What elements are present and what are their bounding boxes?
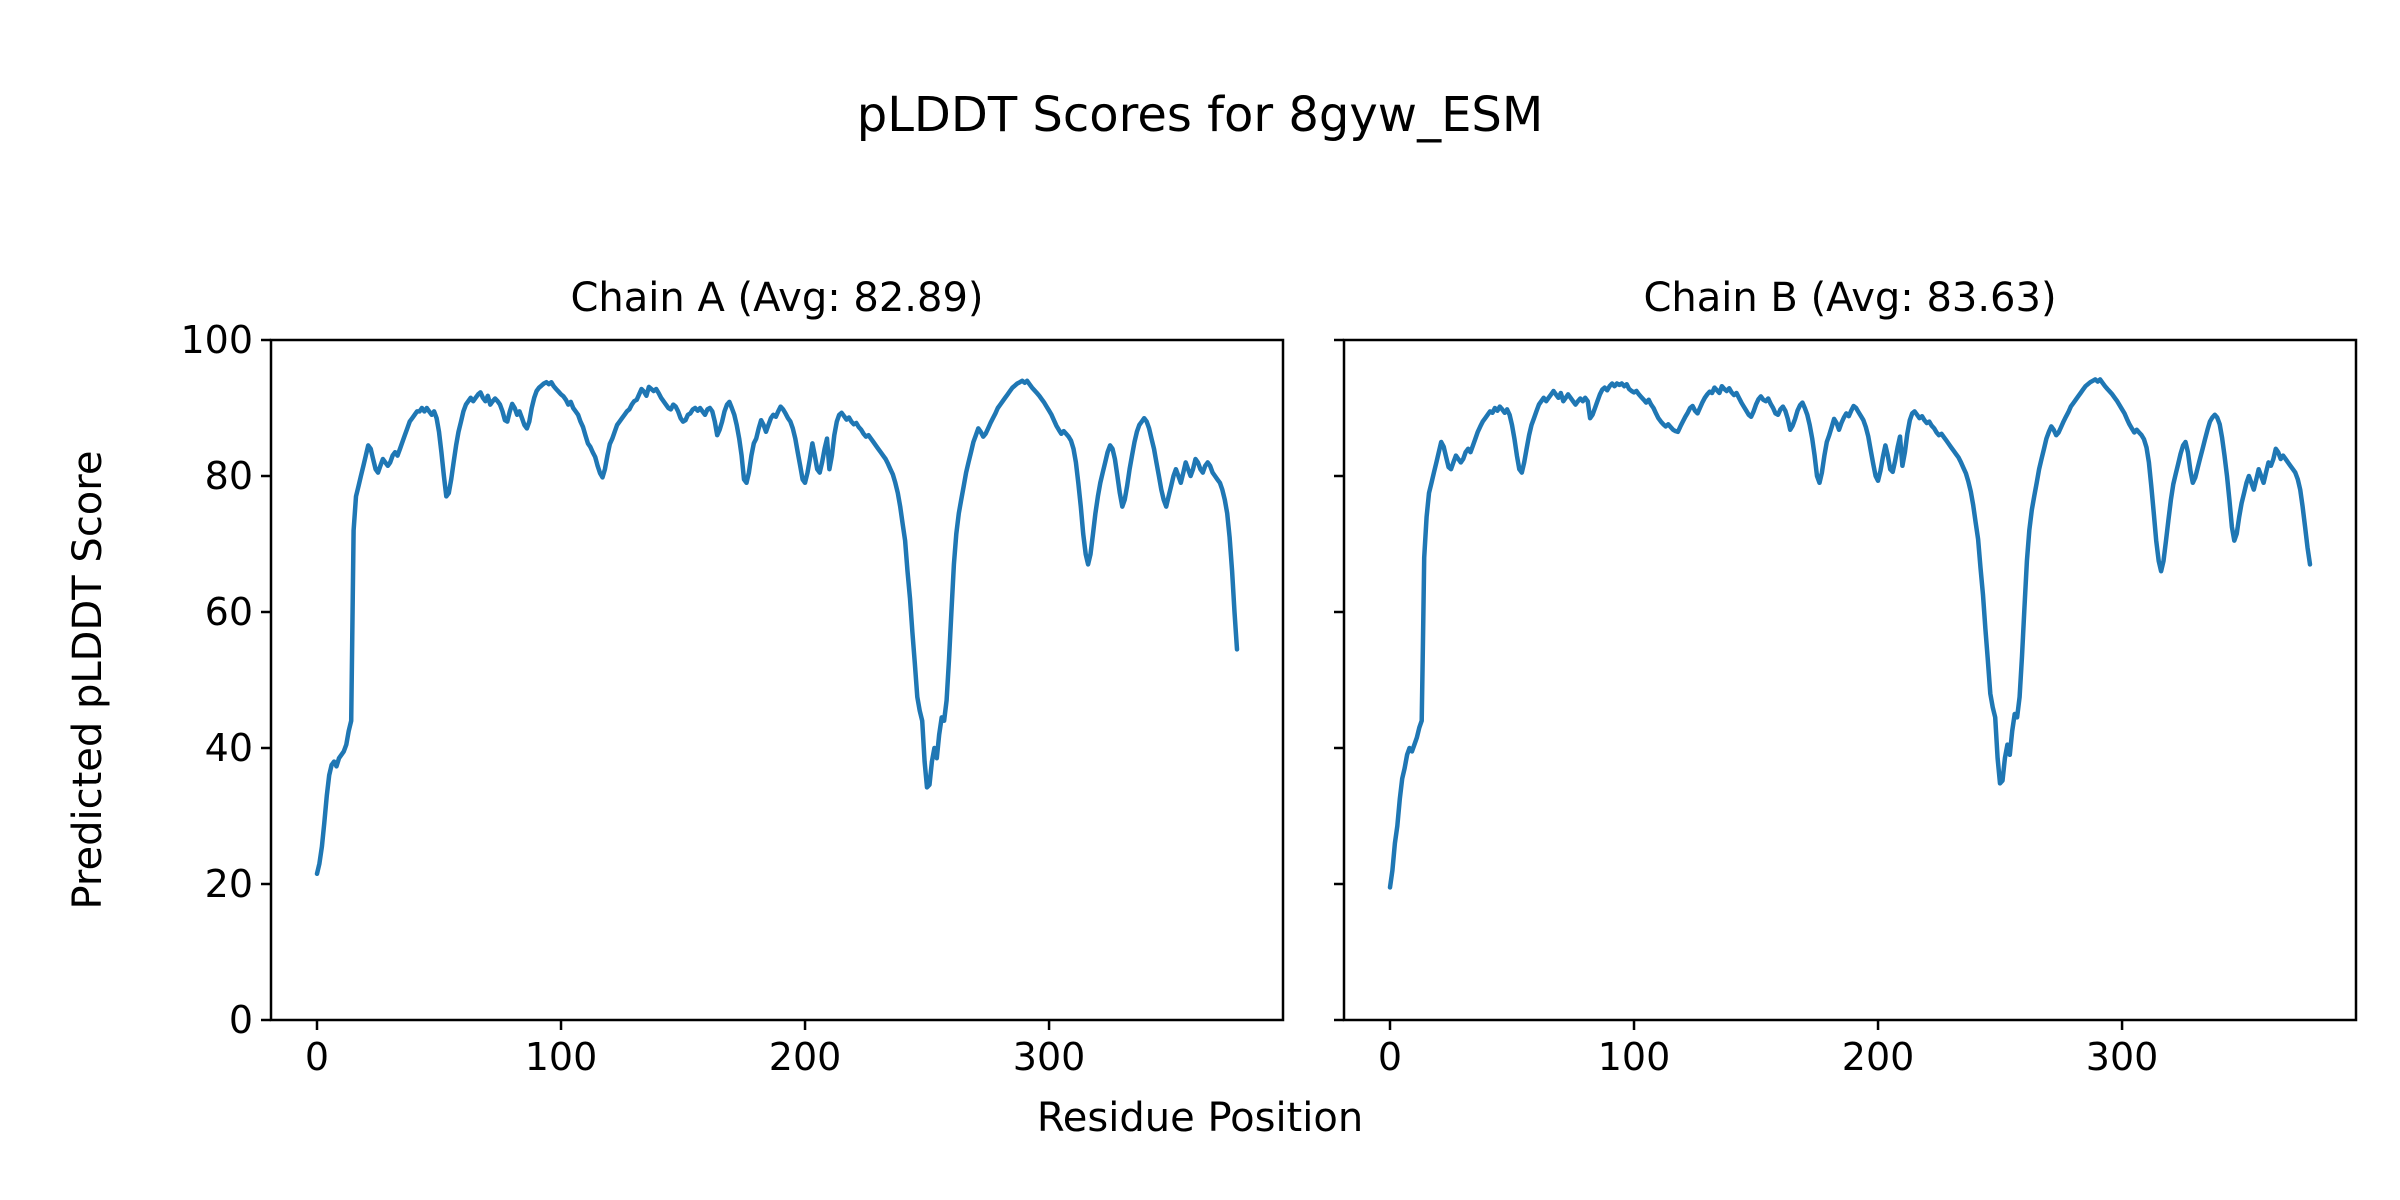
axes-frame-chain-a <box>269 338 1285 1022</box>
axes-frame-chain-b <box>1342 338 2358 1022</box>
subplot-title-chain-b: Chain B (Avg: 83.63) <box>1643 275 2057 321</box>
y-tick-label: 60 <box>205 590 253 634</box>
y-tick-label: 100 <box>180 318 253 362</box>
x-tick-label: 0 <box>305 1035 329 1079</box>
plddt-line-chain-b <box>1387 377 2313 890</box>
x-tick-label: 300 <box>1013 1035 1086 1079</box>
x-axis-label: Residue Position <box>1036 1095 1364 1141</box>
x-tick-label: 300 <box>2086 1035 2159 1079</box>
y-tick-label: 20 <box>205 862 253 906</box>
y-axis-label: Predicted pLDDT Score <box>65 450 111 910</box>
y-tick-label: 0 <box>229 998 253 1042</box>
plddt-line-chain-a <box>314 378 1240 877</box>
figure-title: pLDDT Scores for 8gyw_ESM <box>856 87 1544 143</box>
x-tick-label: 100 <box>1598 1035 1671 1079</box>
y-tick-label: 40 <box>205 726 253 770</box>
x-tick-label: 100 <box>525 1035 598 1079</box>
subplot-title-chain-a: Chain A (Avg: 82.89) <box>570 275 984 321</box>
x-tick-label: 200 <box>769 1035 842 1079</box>
x-tick-label: 200 <box>1842 1035 1915 1079</box>
y-tick-label: 80 <box>205 454 253 498</box>
x-tick-label: 0 <box>1378 1035 1402 1079</box>
